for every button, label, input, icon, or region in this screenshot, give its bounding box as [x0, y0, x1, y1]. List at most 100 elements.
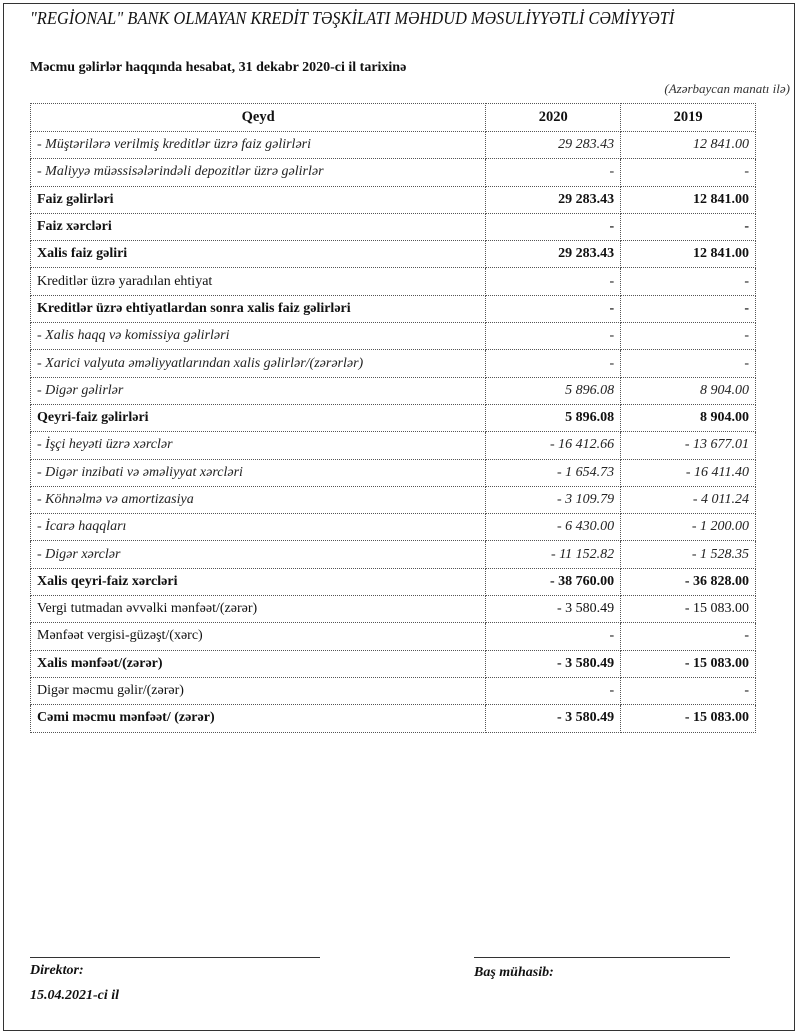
row-label: - Xalis haqq və komissiya gəlirləri [29, 322, 487, 351]
table-row: - Köhnəlmə və amortizasiya - 3 109.79- 4 … [29, 485, 756, 515]
director-label: Direktor: [30, 963, 84, 978]
value-2020: - 1 654.73 [485, 458, 622, 487]
row-label: - İcarə haqqları [29, 513, 487, 542]
row-label: - Digər inzibati və əməliyyat xərcləri [29, 458, 487, 487]
row-label: Xalis mənfəət/(zərər) [29, 649, 487, 678]
value-2019: 8 904.00 [620, 403, 756, 433]
row-label: - Digər gəlirlər [29, 376, 487, 405]
row-label: Faiz xərcləri [29, 212, 487, 242]
row-label: Kreditlər üzrə ehtiyatlardan sonra xalis… [29, 294, 487, 324]
value-2020: - [485, 158, 622, 187]
table-row: - İcarə haqqları - 6 430.00- 1 200.00 [29, 513, 756, 542]
row-label: Xalis qeyri-faiz xərcləri [29, 567, 487, 597]
value-2020: - [485, 676, 622, 706]
row-label: - Müştərilərə verilmiş kreditlər üzrə fa… [29, 130, 487, 160]
value-2020: - [485, 349, 622, 378]
value-2019: - 36 828.00 [620, 567, 756, 597]
value-2019: - [620, 212, 756, 242]
value-2020: - [485, 294, 622, 324]
report-title: Məcmu gəlirlər haqqında hesabat, 31 deka… [30, 60, 407, 75]
value-2020: 5 896.08 [485, 376, 622, 405]
header-2020: 2020 [485, 103, 622, 132]
value-2019: - 15 083.00 [620, 595, 756, 624]
director-signature-line [30, 957, 320, 958]
value-2019: 12 841.00 [620, 240, 756, 269]
value-2019: - 15 083.00 [620, 704, 756, 733]
table-header: Qeyd 2020 2019 [29, 103, 756, 132]
row-label: - Köhnəlmə və amortizasiya [29, 485, 487, 515]
row-label: Xalis faiz gəliri [29, 240, 487, 269]
value-2020: - 6 430.00 [485, 513, 622, 542]
value-2019: - [620, 267, 756, 296]
row-label: - Digər xərclər [29, 540, 487, 569]
table-row: Xalis qeyri-faiz xərcləri - 38 760.00- 36… [29, 567, 756, 597]
value-2019: 12 841.00 [620, 130, 756, 160]
value-2019: - [620, 322, 756, 351]
row-label: Digər məcmu gəlir/(zərər) [29, 676, 487, 706]
table-row: Xalis faiz gəliri 29 283.43 12 841.00 [29, 240, 756, 269]
row-label: - Xarici valyuta əməliyyatlarından xalis… [29, 349, 487, 378]
value-2019: - [620, 294, 756, 324]
value-2019: 8 904.00 [620, 376, 756, 405]
value-2019: - [620, 158, 756, 187]
table-row: Xalis mənfəət/(zərər) - 3 580.49- 15 083.… [29, 649, 756, 678]
table-row: - Digər gəlirlər 5 896.08 8 904.00 [29, 376, 756, 405]
row-label: Kreditlər üzrə yaradılan ehtiyat [29, 267, 487, 296]
value-2020: 29 283.43 [485, 185, 622, 214]
row-label: - Maliyyə müəssisələrindəli depozitlər ü… [29, 158, 487, 187]
header-note: Qeyd [29, 103, 487, 132]
table-row: Cəmi məcmu mənfəət/ (zərər) - 3 580.49- 1… [29, 704, 756, 733]
table-row: Digər məcmu gəlir/(zərər) - - [29, 676, 756, 706]
table-row: - Digər inzibati və əməliyyat xərcləri - … [29, 458, 756, 487]
value-2019: - [620, 622, 756, 651]
table-row: - Xalis haqq və komissiya gəlirləri - - [29, 322, 756, 351]
value-2019: - 4 011.24 [620, 485, 756, 515]
row-label: - İşçi heyəti üzrə xərclər [29, 431, 487, 460]
value-2019: - 15 083.00 [620, 649, 756, 678]
table-row: - Xarici valyuta əməliyyatlarından xalis… [29, 349, 756, 378]
table-row: - Digər xərclər - 11 152.82- 1 528.35 [29, 540, 756, 569]
table-row: Qeyri-faiz gəlirləri 5 896.08 8 904.00 [29, 403, 756, 433]
table-row: Kreditlər üzrə yaradılan ehtiyat - - [29, 267, 756, 296]
chief-accountant-label: Baş mühasib: [474, 965, 554, 980]
value-2020: - [485, 212, 622, 242]
value-2020: 29 283.43 [485, 130, 622, 160]
value-2020: 5 896.08 [485, 403, 622, 433]
accountant-signature-line [474, 957, 730, 958]
table-row: - Müştərilərə verilmiş kreditlər üzrə fa… [29, 130, 756, 160]
income-statement-table: Qeyd 2020 2019 - Müştərilərə verilmiş kr… [29, 103, 756, 733]
page-border [3, 3, 795, 1031]
value-2020: - 3 580.49 [485, 704, 622, 733]
signature-date: 15.04.2021-ci il [30, 988, 120, 1003]
table-row: - İşçi heyəti üzrə xərclər - 16 412.66- 1… [29, 431, 756, 460]
value-2019: - 16 411.40 [620, 458, 756, 487]
value-2020: - 16 412.66 [485, 431, 622, 460]
table-row: Faiz gəlirləri 29 283.43 12 841.00 [29, 185, 756, 214]
value-2020: 29 283.43 [485, 240, 622, 269]
value-2020: - [485, 267, 622, 296]
table-row: - Maliyyə müəssisələrindəli depozitlər ü… [29, 158, 756, 187]
row-label: Cəmi məcmu mənfəət/ (zərər) [29, 704, 487, 733]
value-2019: - 1 200.00 [620, 513, 756, 542]
currency-note: (Azərbaycan manatı ilə) [664, 81, 790, 96]
row-label: Mənfəət vergisi-güzəşt/(xərc) [29, 622, 487, 651]
value-2020: - 38 760.00 [485, 567, 622, 597]
value-2020: - [485, 622, 622, 651]
value-2019: - 13 677.01 [620, 431, 756, 460]
value-2019: - [620, 349, 756, 378]
value-2020: - 3 580.49 [485, 649, 622, 678]
value-2019: - 1 528.35 [620, 540, 756, 569]
value-2019: - [620, 676, 756, 706]
table-row: Vergi tutmadan əvvəlki mənfəət/(zərər) - … [29, 595, 756, 624]
value-2020: - [485, 322, 622, 351]
table-row: Mənfəət vergisi-güzəşt/(xərc) - - [29, 622, 756, 651]
value-2020: - 11 152.82 [485, 540, 622, 569]
value-2020: - 3 580.49 [485, 595, 622, 624]
row-label: Faiz gəlirləri [29, 185, 487, 214]
row-label: Qeyri-faiz gəlirləri [29, 403, 487, 433]
table-row: Kreditlər üzrə ehtiyatlardan sonra xalis… [29, 294, 756, 324]
value-2020: - 3 109.79 [485, 485, 622, 515]
company-name: "REGİONAL" BANK OLMAYAN KREDİT TƏŞKİLATI… [30, 8, 675, 28]
header-2019: 2019 [620, 103, 756, 132]
value-2019: 12 841.00 [620, 185, 756, 214]
